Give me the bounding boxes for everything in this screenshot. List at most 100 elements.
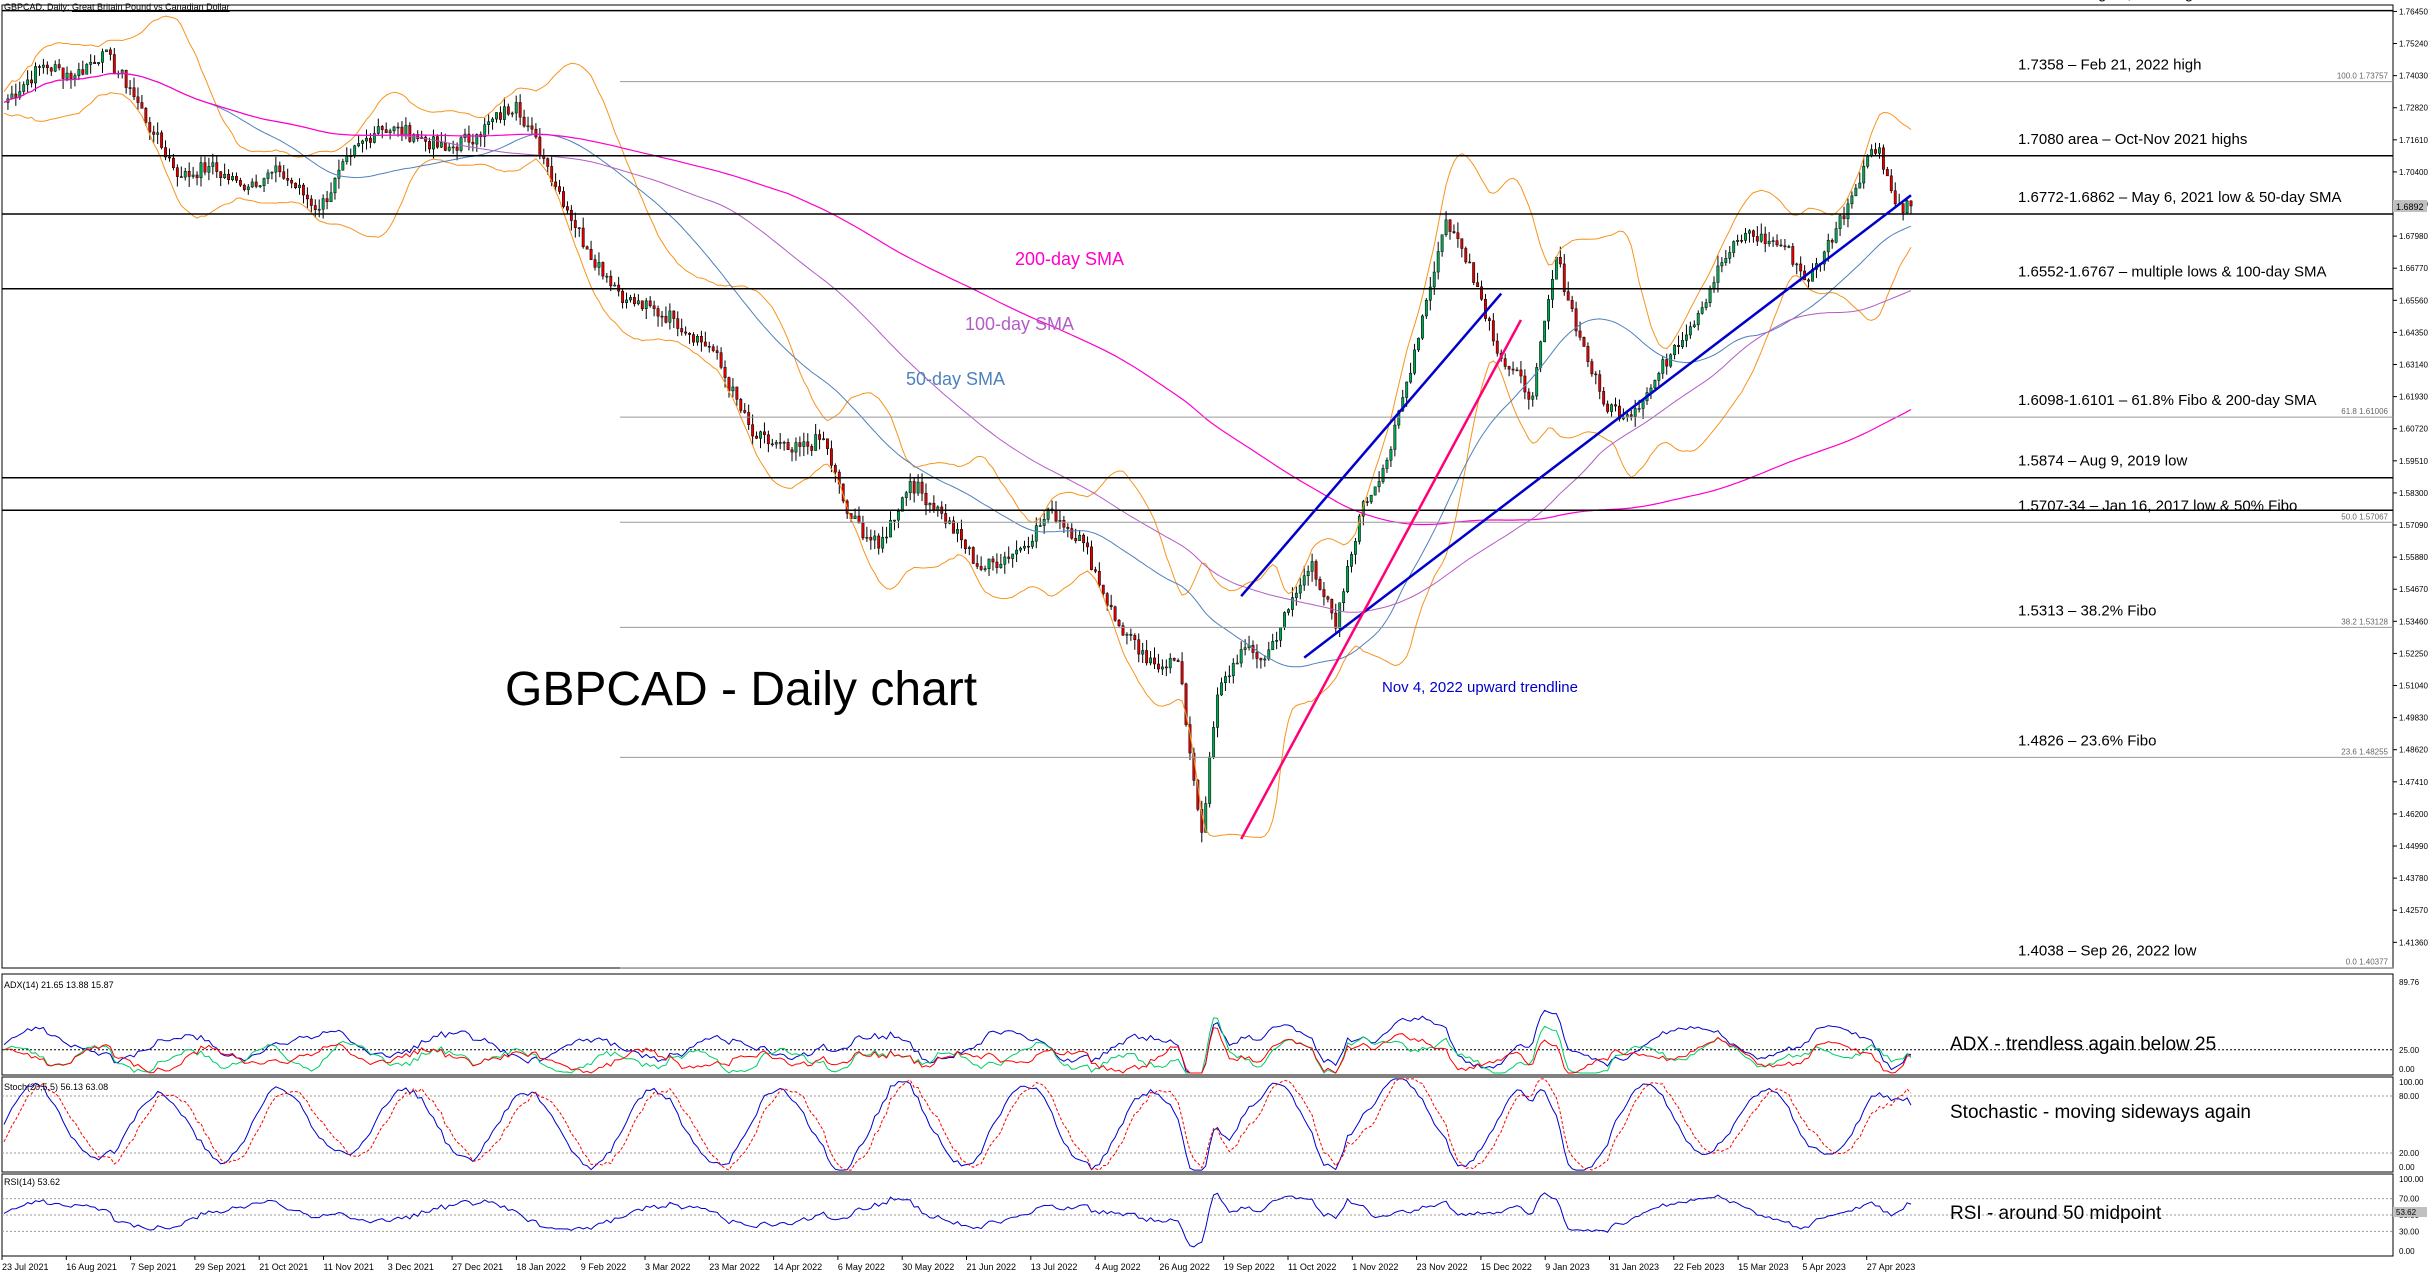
candle-body [219, 171, 223, 178]
date-tick-label: 11 Nov 2021 [324, 1262, 374, 1272]
candle-body [786, 441, 790, 450]
rsi-tick-label: 0.00 [2399, 1247, 2415, 1256]
candle-body [743, 410, 747, 413]
candle-body [766, 434, 770, 445]
candle-body [581, 227, 585, 248]
price-tick-label: 1.44990 [2399, 842, 2428, 851]
candle-body [380, 126, 384, 130]
candle-body [235, 176, 238, 181]
candle-body [302, 184, 305, 196]
candle-body [818, 434, 822, 440]
price-tick-label: 1.72820 [2399, 104, 2428, 113]
candle-body [45, 64, 49, 69]
candle-body [1759, 233, 1763, 242]
candle-body [112, 54, 116, 74]
candle-body [1082, 534, 1086, 544]
candle-body [1133, 635, 1137, 640]
candle-body [1074, 538, 1078, 542]
candle-body [1523, 375, 1527, 393]
candle-body [735, 386, 739, 400]
candle-body [558, 186, 561, 192]
candle-body [108, 49, 112, 55]
level-label-9: 1.5707-34 – Jan 16, 2017 low & 50% Fibo [2018, 497, 2297, 514]
candle-body [672, 310, 676, 319]
price-tick-label: 1.63140 [2399, 361, 2428, 370]
candle-body [569, 209, 573, 221]
candle-body [782, 441, 786, 444]
candle-body [168, 156, 171, 159]
level-label-3: 1.6772-1.6862 – May 6, 2021 low & 50-day… [2018, 189, 2342, 206]
fib-label-10: 38.2 1.53128 [2341, 617, 2388, 626]
candle-body [660, 315, 664, 318]
candle-body [171, 157, 175, 168]
candle-body [1117, 619, 1121, 626]
candle-body [1149, 657, 1152, 664]
date-tick-label: 4 Aug 2022 [1095, 1262, 1141, 1272]
candle-body [93, 61, 97, 65]
candle-body [1491, 320, 1495, 342]
candle-body [696, 335, 699, 343]
candle-body [688, 332, 692, 335]
current-price-box [2393, 199, 2427, 212]
rsi-current-label: 53.62 [2396, 1208, 2417, 1217]
candle-body [1570, 300, 1574, 310]
candle-body [101, 51, 104, 63]
candle-body [1302, 575, 1306, 586]
candle-body [518, 102, 522, 118]
candle-body [1444, 219, 1448, 236]
candle-body [1421, 315, 1424, 339]
candle-body [1121, 625, 1125, 636]
candle-body [1145, 650, 1149, 664]
candle-body [975, 563, 979, 567]
candle-body [1070, 528, 1074, 539]
candle-body [274, 165, 278, 173]
candle-body [924, 492, 928, 506]
candle-body [1436, 251, 1440, 273]
candle-body [26, 79, 30, 85]
candle-body [1432, 271, 1436, 288]
candle-body [1641, 400, 1645, 409]
candle-body [967, 547, 971, 550]
date-tick-label: 23 Nov 2022 [1417, 1262, 1468, 1272]
date-tick-label: 3 Mar 2022 [645, 1262, 691, 1272]
candle-body [1472, 262, 1476, 283]
candle-body [585, 246, 589, 250]
candle-body [1338, 602, 1342, 629]
candle-body [1385, 459, 1389, 469]
candle-body [1401, 397, 1405, 412]
candle-body [1862, 165, 1866, 184]
candle-body [747, 412, 751, 425]
candle-body [1755, 236, 1759, 242]
candle-body [861, 522, 865, 539]
candle-body [1602, 391, 1606, 405]
candle-body [41, 64, 45, 68]
candle-body [1763, 233, 1767, 245]
bollinger-upper-line [3, 15, 1912, 596]
candle-body [1290, 597, 1294, 610]
candle-body [991, 558, 995, 563]
candle-body [1346, 566, 1349, 592]
candle-body [1164, 666, 1168, 669]
date-tick-label: 21 Jun 2022 [967, 1262, 1017, 1272]
price-tick-label: 1.76450 [2399, 7, 2428, 16]
chart-title: GBPCAD - Daily chart [505, 663, 977, 716]
candle-body [191, 174, 195, 177]
candle-body [203, 162, 207, 173]
candle-body [802, 441, 806, 447]
candle-body [238, 180, 242, 186]
candle-body [30, 79, 34, 84]
candle-body [1176, 660, 1180, 662]
candle-body [605, 275, 609, 278]
candle-body [435, 136, 439, 148]
candle-body [1350, 554, 1353, 567]
candle-body [1101, 584, 1105, 594]
candle-body [1574, 308, 1578, 332]
candle-body [644, 300, 648, 310]
price-tick-label: 1.60720 [2399, 425, 2428, 434]
sma50-line [3, 72, 1912, 668]
candle-body [1724, 258, 1728, 263]
candle-body [1365, 501, 1369, 503]
date-tick-label: 22 Feb 2023 [1674, 1262, 1725, 1272]
candle-body [1909, 200, 1913, 207]
